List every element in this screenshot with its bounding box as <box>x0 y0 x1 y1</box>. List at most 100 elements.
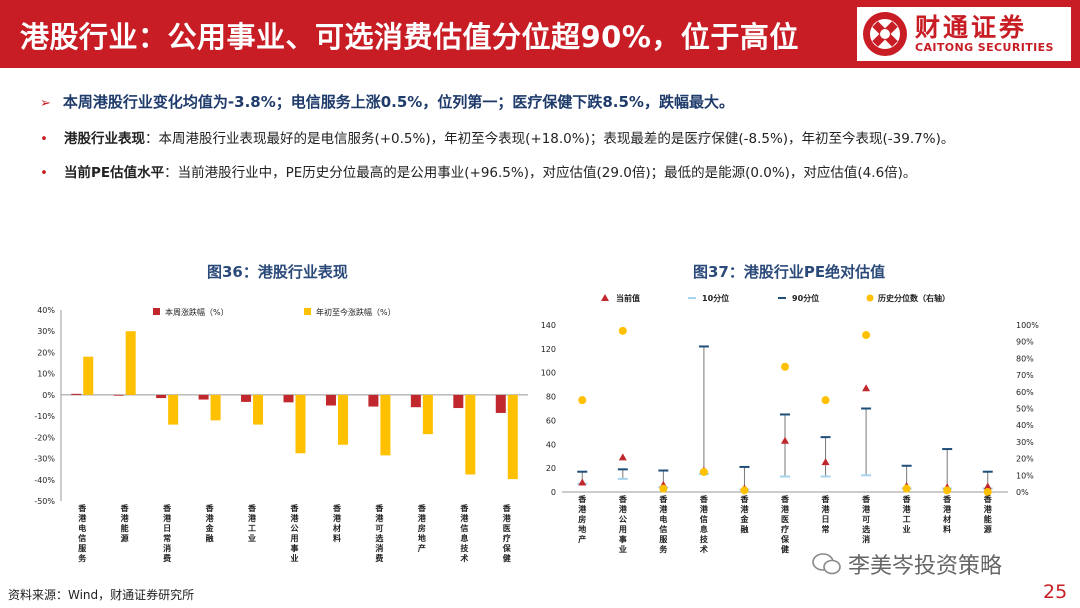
legend-swatch-ytd <box>304 308 311 315</box>
y-tick-label: -20% <box>34 433 55 442</box>
hist-percentile-marker <box>578 396 587 405</box>
hist-percentile-marker <box>618 326 627 335</box>
legend-label-current: 当前值 <box>616 293 640 303</box>
wechat-icon <box>812 553 841 575</box>
x-tick-label: 香港日常消费 <box>162 503 172 563</box>
legend-label-p90: 90分位 <box>792 293 819 303</box>
y-left-tick-label: 60 <box>546 416 556 425</box>
x-tick-label: 香港房地产 <box>577 494 587 544</box>
y-left-tick-label: 80 <box>546 393 556 402</box>
bar-ytd <box>125 331 136 395</box>
bar-ytd <box>337 394 348 445</box>
bar-weekly <box>325 394 336 406</box>
bullet-text: ：本周港股行业表现最好的是电信服务(+0.5%)，年初至今表现(+18.0%)；… <box>144 131 955 147</box>
summary-headline-text: 本周港股行业变化均值为-3.8%；电信服务上涨0.5%，位列第一；医疗保健下跌8… <box>62 93 734 111</box>
y-right-tick-label: 70% <box>1016 371 1034 380</box>
logo-text-en: CAITONG SECURITIES <box>915 41 1054 54</box>
x-tick-label: 香港工业 <box>247 503 257 543</box>
bar-ytd <box>253 394 264 425</box>
bar-weekly <box>453 394 464 409</box>
bullet-text: ：当前港股行业中，PE历史分位最高的是公用事业(+96.5%)，对应估值(29.… <box>164 165 917 181</box>
hist-percentile-marker <box>781 362 789 371</box>
bar-ytd <box>210 394 221 421</box>
y-tick-label: 0% <box>42 391 55 400</box>
bar-ytd <box>295 394 306 454</box>
x-tick-label: 香港信息技术 <box>459 503 469 563</box>
bar-weekly <box>71 393 82 395</box>
y-tick-label: -10% <box>34 412 55 421</box>
y-tick-label: 20% <box>37 348 55 357</box>
legend-swatch-weekly <box>153 308 160 315</box>
hist-percentile-marker <box>659 484 668 493</box>
y-right-tick-label: 90% <box>1016 338 1034 347</box>
y-tick-label: 40% <box>37 306 55 315</box>
bar-weekly <box>241 394 252 402</box>
x-tick-label: 香港房地产 <box>417 503 427 553</box>
x-tick-label: 香港能源 <box>983 494 993 534</box>
chart36-title: 图36：港股行业表现 <box>207 263 348 281</box>
x-tick-label: 香港金融 <box>205 503 215 543</box>
y-right-tick-label: 100% <box>1016 321 1039 330</box>
source-note: 资料来源：Wind，财通证券研究所 <box>8 588 195 602</box>
legend-marker-current <box>601 294 609 301</box>
page-title: 港股行业：公用事业、可选消费估值分位超90%，位于高位 <box>20 20 799 54</box>
x-tick-label: 香港公用事业 <box>290 503 300 563</box>
x-tick-label: 香港公用事业 <box>618 494 628 554</box>
y-right-tick-label: 30% <box>1016 438 1034 447</box>
chart37-pe-valuation: 140 120 100 80 60 40 20 0 100% 90% 80% 70% 60% 50% 40%… <box>541 293 1040 554</box>
hist-percentile-marker <box>821 396 830 405</box>
current-marker <box>821 458 830 466</box>
bar-weekly <box>368 394 379 407</box>
bullet-pe-level: • 当前PE估值水平：当前港股行业中，PE历史分位最高的是公用事业(+96.5%)… <box>40 161 916 181</box>
y-tick-label: -50% <box>34 497 55 506</box>
summary-headline: ➢ 本周港股行业变化均值为-3.8%；电信服务上涨0.5%，位列第一；医疗保健下跌… <box>40 91 734 112</box>
current-marker <box>578 478 587 486</box>
chart36-industry-performance: 40% 30% 20% 10% 0% -10% -20% -30% -40% -50% 本周涨跌幅（… <box>34 306 528 563</box>
bar-ytd <box>465 394 476 475</box>
bullet-label: 当前PE估值水平 <box>63 165 165 181</box>
logo-text-cn: 财通证券 <box>915 13 1028 42</box>
x-tick-label: 香港金融 <box>739 494 749 534</box>
bullet-industry-performance: • 港股行业表现：本周港股行业表现最好的是电信服务(+0.5%)，年初至今表现(+… <box>40 127 954 147</box>
x-tick-label: 香港工业 <box>902 494 912 534</box>
x-tick-label: 香港信息技术 <box>699 494 709 554</box>
hist-percentile-marker <box>862 331 871 340</box>
y-right-tick-label: 10% <box>1016 471 1034 480</box>
x-tick-label: 香港能源 <box>120 503 130 543</box>
y-right-tick-label: 80% <box>1016 354 1034 363</box>
current-marker <box>862 384 871 392</box>
x-tick-label: 香港可选消 <box>861 494 871 544</box>
bar-weekly <box>495 394 506 413</box>
x-tick-label: 香港电信服务 <box>77 503 87 563</box>
y-left-tick-label: 0 <box>551 488 556 497</box>
logo-mark-icon <box>863 12 907 56</box>
y-right-tick-label: 20% <box>1016 455 1034 464</box>
hist-percentile-marker <box>740 486 749 495</box>
company-logo: 财通证券 CAITONG SECURITIES <box>857 7 1071 61</box>
y-tick-label: -30% <box>34 455 55 464</box>
x-tick-label: 香港医疗保健 <box>502 503 512 563</box>
y-left-tick-label: 100 <box>541 369 556 378</box>
y-tick-label: 30% <box>37 327 55 336</box>
y-right-tick-label: 50% <box>1016 405 1034 414</box>
x-tick-label: 香港可选消费 <box>374 503 384 563</box>
bullet-label: 港股行业表现 <box>63 131 145 147</box>
hist-percentile-marker <box>983 488 992 496</box>
page-number: 25 <box>1043 581 1068 603</box>
bar-ytd <box>422 394 433 435</box>
y-right-tick-label: 40% <box>1016 421 1034 430</box>
x-tick-label: 香港医疗保健 <box>780 494 790 554</box>
y-tick-label: 10% <box>37 370 55 379</box>
legend-label-weekly: 本周涨跌幅（%） <box>165 307 229 317</box>
bar-weekly <box>198 394 209 400</box>
y-left-tick-label: 20 <box>546 464 556 473</box>
y-right-tick-label: 0% <box>1016 488 1029 497</box>
x-tick-label: 香港电信服务 <box>658 494 668 554</box>
y-left-tick-label: 120 <box>541 345 556 354</box>
y-tick-label: -40% <box>34 476 55 485</box>
bar-weekly <box>156 394 167 399</box>
current-marker <box>781 436 789 444</box>
y-right-tick-label: 60% <box>1016 388 1034 397</box>
bar-ytd <box>168 394 179 425</box>
hist-percentile-marker <box>943 486 952 495</box>
